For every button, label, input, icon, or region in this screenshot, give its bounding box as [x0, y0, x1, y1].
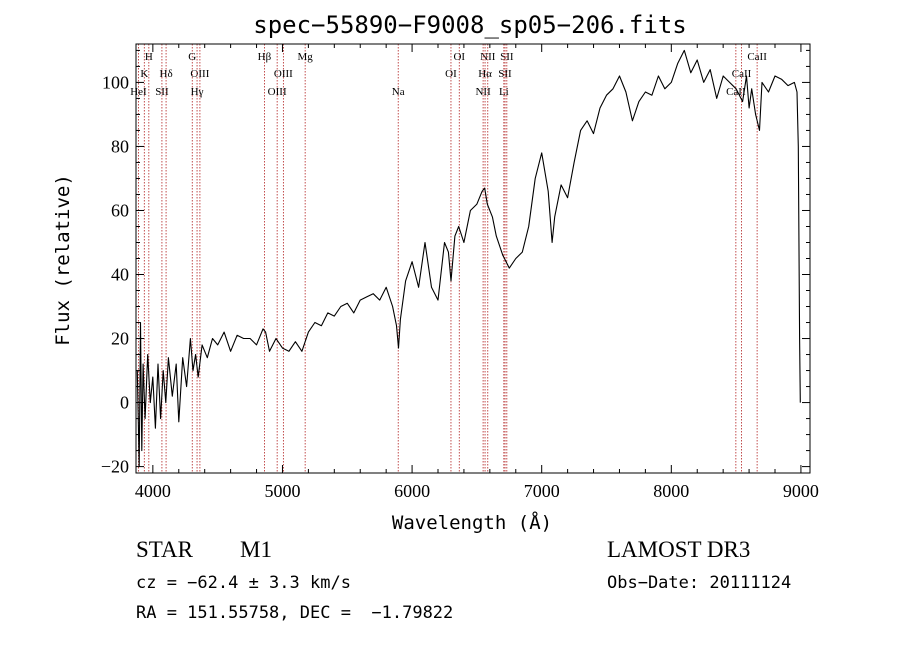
line-label-1: K: [140, 68, 148, 80]
line-label-10: OIII: [268, 86, 287, 98]
object-type: STAR: [136, 537, 193, 562]
line-label-3: SII: [155, 86, 169, 98]
line-label-23: CaII: [726, 86, 746, 98]
y-tick-label: 20: [111, 329, 129, 349]
y-tick-label: −20: [101, 457, 129, 477]
line-label-13: OI: [453, 51, 465, 63]
line-label-2: HeI: [130, 86, 147, 98]
chart-title: spec−55890−F9008_sp05−206.fits: [253, 11, 686, 39]
y-tick-label: 60: [111, 200, 129, 220]
redshift-velocity: cz = −62.4 ± 3.3 km/s: [136, 573, 351, 593]
line-label-5: G: [188, 51, 196, 63]
object-subclass: M1: [240, 537, 272, 562]
line-label-15: NII: [480, 51, 496, 63]
line-label-14: OI: [445, 68, 457, 80]
x-axis: 4000 5000 6000 7000 8000 9000: [135, 44, 819, 501]
x-tick-label: 9000: [783, 481, 819, 501]
line-label-12: Na: [392, 86, 405, 98]
x-tick-label: 8000: [653, 481, 689, 501]
line-label-22: CaII: [732, 68, 752, 80]
x-axis-label: Wavelength (Å): [392, 511, 552, 534]
line-label-18: SII: [500, 51, 514, 63]
y-tick-label: 100: [102, 72, 129, 92]
x-tick-label: 4000: [135, 481, 171, 501]
survey-name: LAMOST DR3: [607, 537, 751, 562]
plot-frame: [135, 43, 811, 474]
x-tick-label: 5000: [264, 481, 300, 501]
line-label-6: OIII: [190, 68, 209, 80]
y-tick-label: 80: [111, 136, 129, 156]
line-label-11: Mg: [298, 51, 314, 63]
y-tick-label: 40: [111, 265, 129, 285]
spectrum-line: [136, 49, 801, 468]
x-tick-label: 6000: [394, 481, 430, 501]
line-label-4: Hδ: [160, 68, 173, 80]
x-tick-label: 7000: [524, 481, 560, 501]
line-label-7: Hγ: [191, 86, 204, 98]
line-label-21: CaII: [747, 51, 767, 63]
line-label-8: Hβ: [258, 51, 272, 63]
y-axis: −20 0 20 40 60 80 100: [101, 49, 810, 477]
line-label-16: Hα: [478, 68, 492, 80]
line-label-9: OIII: [274, 68, 293, 80]
y-tick-label: 0: [120, 393, 129, 413]
y-axis-label: Flux (relative): [52, 174, 74, 346]
line-label-17: NII: [475, 86, 491, 98]
observation-date: Obs−Date: 20111124: [607, 573, 792, 593]
line-label-20: Li: [499, 86, 509, 98]
spectrum-series: [136, 49, 801, 468]
line-label-0: H: [145, 51, 153, 63]
line-label-19: SII: [498, 68, 512, 80]
coordinates: RA = 151.55758, DEC = −1.79822: [136, 603, 454, 623]
